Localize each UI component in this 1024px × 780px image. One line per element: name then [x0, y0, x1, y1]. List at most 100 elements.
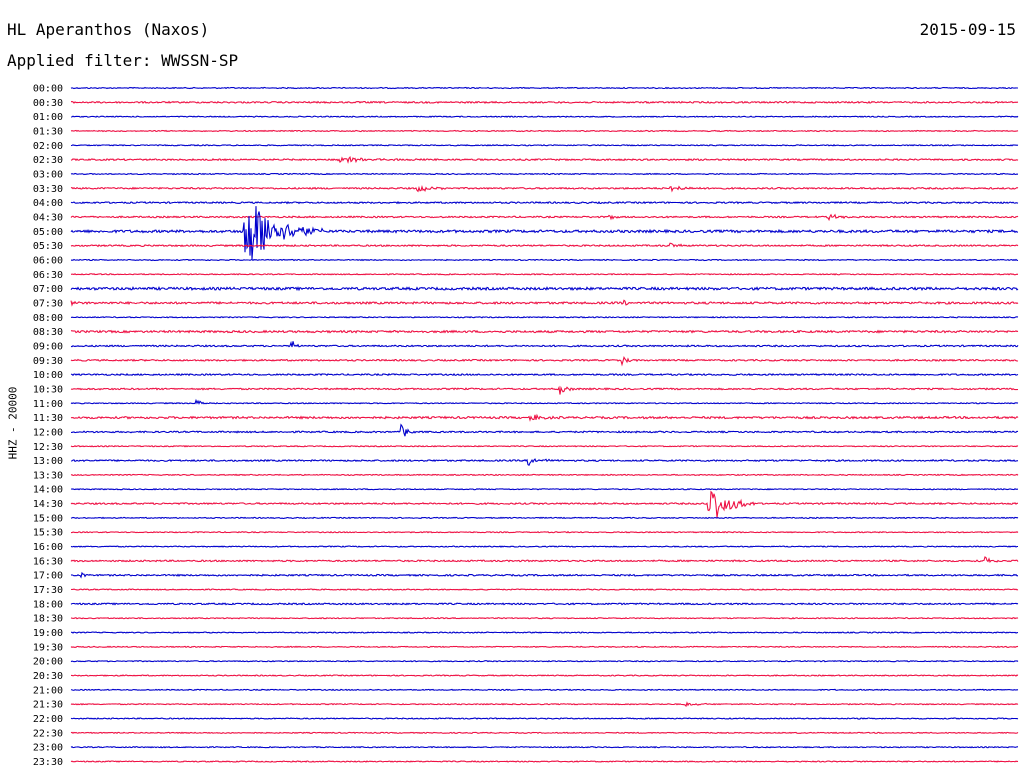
trace-line — [70, 588, 1019, 591]
trace-line — [70, 258, 1019, 262]
trace-line — [70, 602, 1019, 606]
trace-line — [70, 100, 1019, 104]
trace-line — [71, 631, 1019, 634]
row-time-label: 02:00 — [33, 141, 63, 152]
row-time-label: 05:00 — [33, 227, 63, 238]
station-title: HL Aperanthos (Naxos) — [7, 20, 210, 39]
trace-line — [70, 745, 1018, 749]
trace-line — [70, 156, 1019, 164]
row-time-label: 15:00 — [33, 513, 63, 524]
row-time-label: 20:00 — [33, 657, 63, 668]
trace-line — [70, 316, 1019, 319]
row-time-label: 17:00 — [33, 571, 63, 582]
trace-line — [70, 458, 1019, 466]
row-time-label: 04:00 — [33, 198, 63, 209]
trace-line — [70, 760, 1019, 763]
trace-line — [70, 659, 1019, 663]
row-time-label: 16:00 — [33, 542, 63, 553]
row-time-label: 23:00 — [33, 743, 63, 754]
trace-line — [70, 86, 1018, 90]
row-time-label: 23:30 — [33, 757, 63, 768]
row-time-label: 11:30 — [33, 413, 63, 424]
row-time-label: 01:30 — [33, 126, 63, 137]
row-time-label: 09:00 — [33, 341, 63, 352]
row-time-label: 21:30 — [33, 700, 63, 711]
trace-line — [70, 398, 1019, 405]
filter-label: Applied filter: WWSSN-SP — [7, 51, 239, 70]
row-time-label: 08:30 — [33, 327, 63, 338]
trace-line — [70, 556, 1019, 564]
row-time-label: 19:30 — [33, 642, 63, 653]
row-time-label: 18:30 — [33, 614, 63, 625]
row-time-label: 00:30 — [33, 98, 63, 109]
row-time-label: 08:00 — [33, 313, 63, 324]
trace-line — [70, 286, 1019, 292]
row-time-label: 10:00 — [33, 370, 63, 381]
date-label: 2015-09-15 — [919, 20, 1016, 39]
row-time-label: 21:00 — [33, 685, 63, 696]
row-time-label: 02:30 — [33, 155, 63, 166]
trace-line — [70, 213, 1019, 222]
trace-line — [70, 273, 1019, 276]
trace-line — [70, 184, 1019, 193]
trace-line — [70, 115, 1019, 118]
trace-line — [70, 490, 1018, 518]
trace-line — [70, 545, 1018, 548]
trace-line — [70, 445, 1019, 448]
row-time-label: 22:00 — [33, 714, 63, 725]
row-time-label: 12:30 — [33, 442, 63, 453]
row-time-label: 07:00 — [33, 284, 63, 295]
trace-line — [71, 674, 1019, 677]
trace-line — [70, 200, 1019, 205]
row-time-label: 03:00 — [33, 169, 63, 180]
trace-line — [70, 731, 1019, 735]
row-time-label: 04:30 — [33, 212, 63, 223]
trace-line — [70, 413, 1019, 422]
trace-line — [70, 385, 1019, 395]
row-time-label: 03:30 — [33, 184, 63, 195]
row-time-label: 15:30 — [33, 528, 63, 539]
row-time-label: 22:30 — [33, 728, 63, 739]
row-time-labels: 00:00 00:30 01:00 01:30 02:00 02:30 03:00 03:30… — [33, 84, 63, 769]
row-time-label: 16:30 — [33, 556, 63, 567]
row-time-label: 18:00 — [33, 599, 63, 610]
trace-line — [70, 144, 1019, 147]
trace-line — [70, 206, 1018, 260]
trace-line — [70, 516, 1019, 520]
trace-line — [70, 242, 1019, 248]
trace-line — [70, 488, 1018, 491]
row-time-label: 17:30 — [33, 585, 63, 596]
trace-line — [70, 172, 1019, 176]
row-time-label: 00:00 — [33, 84, 63, 95]
row-time-label: 19:00 — [33, 628, 63, 639]
row-time-label: 06:30 — [33, 270, 63, 281]
row-time-label: 07:30 — [33, 298, 63, 309]
trace-line — [71, 423, 1019, 437]
row-time-label: 20:30 — [33, 671, 63, 682]
row-time-label: 05:30 — [33, 241, 63, 252]
row-time-label: 06:00 — [33, 255, 63, 266]
trace-line — [70, 356, 1019, 367]
trace-line — [70, 299, 1019, 307]
trace-line — [70, 329, 1019, 334]
row-time-label: 14:30 — [33, 499, 63, 510]
trace-line — [70, 372, 1019, 377]
trace-line — [70, 340, 1019, 348]
trace-line — [70, 701, 1019, 708]
row-time-label: 10:30 — [33, 384, 63, 395]
row-time-label: 13:00 — [33, 456, 63, 467]
trace-line — [70, 129, 1019, 133]
row-time-label: 14:00 — [33, 485, 63, 496]
trace-line — [70, 688, 1019, 692]
trace-line — [70, 616, 1019, 620]
row-time-label: 09:30 — [33, 356, 63, 367]
row-time-label: 01:00 — [33, 112, 63, 123]
seismic-traces — [70, 86, 1019, 763]
row-time-label: 13:30 — [33, 470, 63, 481]
row-time-label: 11:00 — [33, 399, 63, 410]
trace-line — [70, 645, 1019, 649]
trace-line — [71, 530, 1019, 534]
trace-line — [70, 571, 1019, 579]
row-time-label: 12:00 — [33, 427, 63, 438]
